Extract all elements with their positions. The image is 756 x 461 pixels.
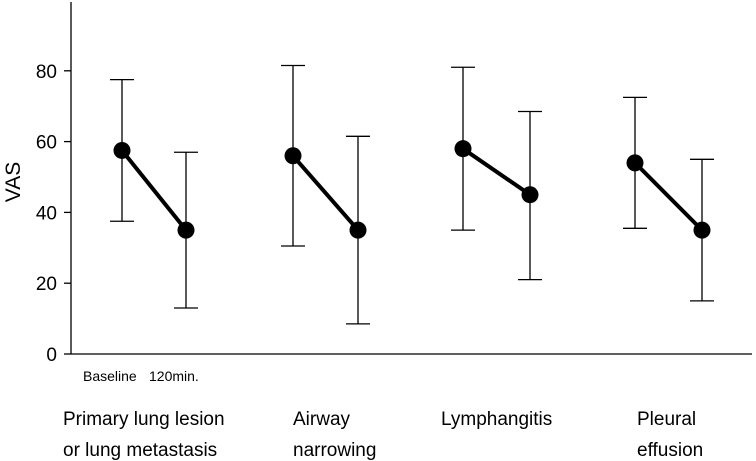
y-tick-label: 80 <box>36 62 57 83</box>
group-label: Primary lung lesion <box>63 409 225 430</box>
mean-point <box>693 221 711 239</box>
group-label: narrowing <box>293 440 376 461</box>
mean-connector-line <box>461 147 532 197</box>
mean-point <box>113 141 131 159</box>
chart-labels: Primary lung lesion or lung metastasis Air… <box>63 368 703 461</box>
group-label: Airway <box>293 409 351 430</box>
group-label: Lymphangitis <box>441 409 552 430</box>
mean-point <box>177 221 195 239</box>
y-tick-label: 0 <box>46 345 57 366</box>
mean-connector-line <box>120 149 188 232</box>
group-label: or lung metastasis <box>63 440 217 461</box>
chart-marks <box>110 64 714 325</box>
mean-point <box>521 186 539 204</box>
y-axis-label: VAS <box>2 162 25 202</box>
mean-connector-line <box>291 154 360 232</box>
group-label: Pleural <box>637 409 696 430</box>
y-tick-label: 60 <box>36 133 57 154</box>
timepoint-label: Baseline <box>83 368 137 384</box>
axes: 0 20 40 60 80 <box>36 2 752 366</box>
group-label: effusion <box>637 440 703 461</box>
mean-point <box>349 221 367 239</box>
mean-point <box>454 140 472 158</box>
mean-connector-line <box>633 161 704 232</box>
y-tick-label: 20 <box>36 274 57 295</box>
timepoint-label: 120min. <box>149 368 199 384</box>
mean-point <box>284 147 302 165</box>
mean-point <box>626 154 644 172</box>
y-tick-label: 40 <box>36 203 57 224</box>
